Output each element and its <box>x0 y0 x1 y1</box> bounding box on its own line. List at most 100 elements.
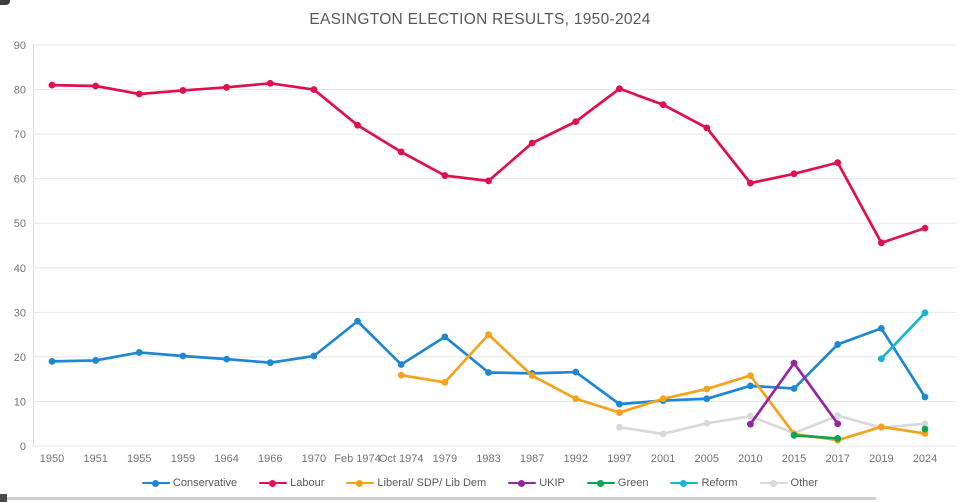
x-tick-label: 1964 <box>214 453 238 465</box>
legend-marker-icon <box>508 479 537 487</box>
marker-conservative <box>397 361 405 368</box>
legend-marker-icon <box>670 479 699 487</box>
legend-item-reform: Reform <box>670 476 738 490</box>
marker-conservative <box>703 395 711 403</box>
marker-other <box>659 430 667 438</box>
legend-item-green: Green <box>586 476 649 490</box>
marker-liberal-sdp-lib-dem <box>528 372 536 380</box>
marker-green <box>790 431 798 439</box>
x-tick-label: 1955 <box>127 453 151 465</box>
marker-ukip <box>747 420 754 428</box>
x-tick-label: 2001 <box>651 453 675 465</box>
marker-labour <box>790 170 798 178</box>
marker-liberal-sdp-lib-dem <box>441 378 449 386</box>
marker-labour <box>48 81 56 89</box>
screen-corner-artifact <box>0 0 10 5</box>
marker-green <box>921 425 929 433</box>
y-tick-label: 30 <box>14 307 26 319</box>
x-tick-label: 2010 <box>738 453 762 465</box>
marker-labour <box>135 90 143 98</box>
marker-labour <box>747 179 754 187</box>
marker-liberal-sdp-lib-dem <box>877 423 885 431</box>
marker-labour <box>659 101 667 109</box>
marker-other <box>703 419 711 427</box>
legend: Conservative Labour Liberal/ SDP/ Lib Dem U… <box>0 475 960 491</box>
series-line-liberal-sdp-lib-dem <box>399 333 927 442</box>
legend-item-labour: Labour <box>259 476 324 490</box>
x-tick-label: Feb 1974 <box>334 453 380 465</box>
marker-conservative <box>92 357 100 364</box>
legend-item-liberal-sdp-lib-dem: Liberal/ SDP/ Lib Dem <box>346 476 486 490</box>
legend-marker-icon <box>346 479 375 487</box>
legend-marker-icon <box>586 479 615 487</box>
x-tick-label: 2017 <box>825 453 849 465</box>
series-line-labour <box>50 81 927 245</box>
x-tick-label: 1951 <box>83 453 107 465</box>
marker-labour <box>266 79 274 87</box>
marker-labour <box>921 224 929 232</box>
marker-other <box>747 412 754 420</box>
legend-marker-icon <box>259 479 288 487</box>
marker-liberal-sdp-lib-dem <box>397 371 405 379</box>
legend-label: Reform <box>701 477 738 489</box>
legend-item-other: Other <box>759 476 819 490</box>
plot-area: 0 10 20 30 40 50 60 70 80 90 1950 1951 1955 1959 1964 1… <box>14 40 956 465</box>
marker-liberal-sdp-lib-dem <box>747 372 754 380</box>
marker-conservative <box>747 382 754 390</box>
marker-liberal-sdp-lib-dem <box>703 385 711 393</box>
legend-label: Labour <box>290 477 325 489</box>
y-tick-label: 0 <box>20 441 26 453</box>
marker-conservative <box>790 385 798 392</box>
marker-labour <box>92 82 100 90</box>
marker-conservative <box>310 352 318 360</box>
marker-liberal-sdp-lib-dem <box>485 331 492 339</box>
marker-liberal-sdp-lib-dem <box>616 409 623 416</box>
x-tick-label: 1987 <box>520 453 544 465</box>
x-tick-label: 1966 <box>258 453 282 465</box>
series-line-other <box>618 414 927 436</box>
legend-label: Other <box>790 477 819 489</box>
marker-labour <box>703 124 711 132</box>
marker-conservative <box>834 341 842 348</box>
legend-label: UKIP <box>539 477 565 489</box>
marker-conservative <box>485 369 492 376</box>
marker-other <box>834 412 842 420</box>
x-tick-label: 2024 <box>913 453 937 465</box>
y-tick-label: 70 <box>14 129 26 141</box>
marker-other <box>921 420 929 428</box>
x-tick-label: 1997 <box>607 453 631 465</box>
marker-liberal-sdp-lib-dem <box>659 395 667 403</box>
y-tick-label: 20 <box>14 352 26 364</box>
marker-conservative <box>179 352 187 360</box>
series-line-green <box>792 433 840 440</box>
marker-labour <box>485 177 492 185</box>
marker-liberal-sdp-lib-dem <box>572 395 580 403</box>
marker-conservative <box>223 355 231 363</box>
marker-ukip <box>834 420 842 428</box>
marker-conservative <box>266 359 274 367</box>
marker-labour <box>179 87 187 94</box>
x-tick-label: 1950 <box>40 453 64 465</box>
legend-label: Green <box>617 477 649 489</box>
x-tick-label: 2019 <box>869 453 893 465</box>
marker-labour <box>441 172 449 179</box>
legend-marker-icon <box>141 479 170 487</box>
y-tick-label: 80 <box>14 85 26 97</box>
legend-label: Conservative <box>172 477 238 489</box>
marker-labour <box>310 86 318 93</box>
y-tick-label: 90 <box>14 40 26 52</box>
y-tick-label: 60 <box>14 174 26 186</box>
marker-conservative <box>135 349 143 356</box>
screen-bottom-edge-artifact <box>0 497 876 500</box>
marker-conservative <box>921 393 929 401</box>
x-tick-label: Oct 1974 <box>379 453 424 465</box>
x-tick-label: 1992 <box>564 453 588 465</box>
marker-reform <box>877 355 885 363</box>
marker-labour <box>616 85 623 93</box>
legend-label: Liberal/ SDP/ Lib Dem <box>377 477 487 489</box>
y-tick-label: 10 <box>14 396 26 408</box>
marker-conservative <box>877 324 885 332</box>
marker-reform <box>921 309 929 317</box>
x-tick-label: 1979 <box>433 453 457 465</box>
series-line-reform <box>879 311 927 361</box>
